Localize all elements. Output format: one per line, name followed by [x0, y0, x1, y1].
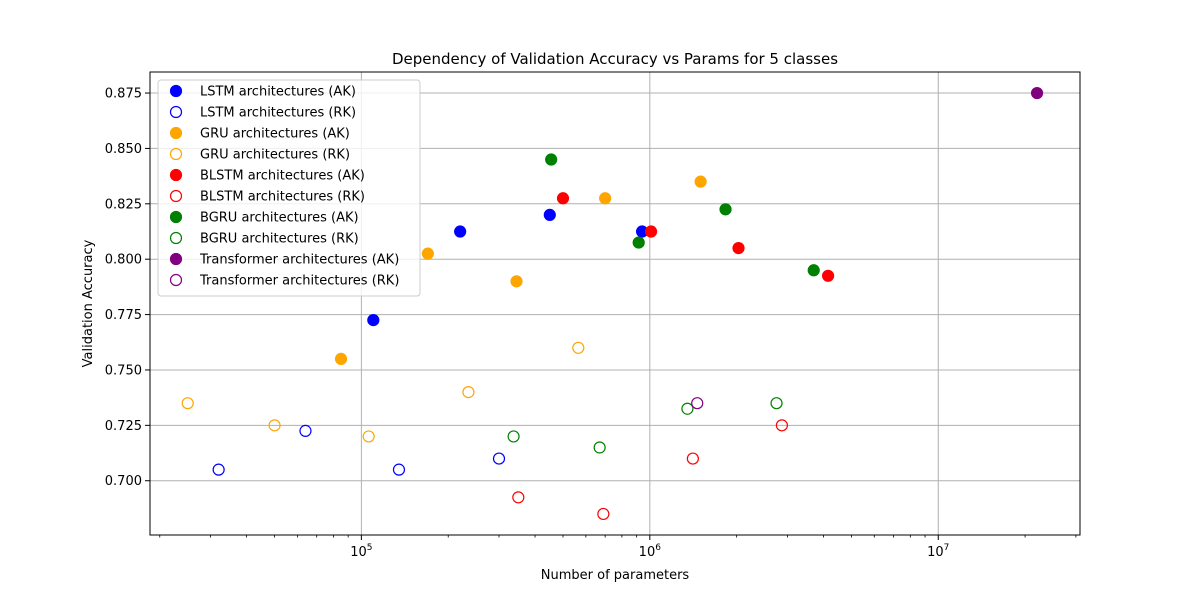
- legend-marker: [169, 126, 183, 140]
- legend-frame: [157, 79, 421, 297]
- legend-marker: [169, 168, 183, 182]
- point-gru-architectures-rk: [462, 386, 475, 399]
- data-points: [181, 86, 1044, 521]
- point-blstm-architectures-rk: [775, 419, 788, 432]
- point-transformer-architectures-rk: [691, 397, 704, 410]
- legend-marker: [169, 273, 183, 287]
- axis-ticks: 0.700 0.725 0.750 0.775 0.800 0.825 0.850 0.875…: [105, 87, 1077, 560]
- chart-title: Dependency of Validation Accuracy vs Par…: [392, 50, 838, 68]
- point-gru-architectures-rk: [181, 397, 194, 410]
- point-gru-architectures-ak: [510, 275, 523, 288]
- legend-label: Transformer architectures (RK): [199, 274, 399, 289]
- point-bgru-architectures-rk: [593, 441, 606, 454]
- point-blstm-architectures-rk: [597, 507, 610, 521]
- point-transformer-architectures-ak: [1030, 86, 1044, 100]
- point-bgru-architectures-rk: [681, 402, 694, 415]
- point-gru-architectures-rk: [572, 341, 585, 354]
- point-gru-architectures-rk: [362, 430, 375, 443]
- point-gru-architectures-ak: [599, 192, 612, 205]
- point-lstm-architectures-ak: [367, 314, 380, 327]
- point-lstm-architectures-rk: [299, 424, 312, 437]
- legend-marker: [169, 105, 183, 119]
- y-tick-label: 0.725: [105, 419, 142, 434]
- plot-frame: [149, 71, 1081, 536]
- legend: LSTM architectures (AK) LSTM architecture…: [157, 79, 421, 297]
- point-bgru-architectures-ak: [719, 203, 732, 216]
- legend-marker: [169, 84, 183, 98]
- legend-label: LSTM architectures (RK): [200, 106, 356, 121]
- legend-marker: [169, 189, 183, 203]
- legend-marker: [169, 252, 183, 266]
- y-tick-label: 0.875: [105, 87, 142, 102]
- point-blstm-architectures-rk: [512, 491, 525, 504]
- point-lstm-architectures-ak: [543, 208, 556, 221]
- x-tick-label: 106: [639, 543, 662, 560]
- legend-label: BLSTM architectures (AK): [200, 169, 365, 184]
- point-blstm-architectures-ak: [821, 269, 835, 282]
- legend-marker: [169, 147, 183, 161]
- y-axis-label: Validation Accuracy: [81, 239, 96, 367]
- point-blstm-architectures-ak: [556, 192, 570, 205]
- y-tick-label: 0.825: [105, 197, 142, 212]
- point-lstm-architectures-ak: [454, 225, 467, 238]
- legend-label: GRU architectures (RK): [200, 148, 350, 163]
- x-tick-label: 105: [350, 543, 372, 560]
- legend-marker: [169, 231, 183, 245]
- legend-marker: [169, 210, 183, 224]
- point-bgru-architectures-ak: [545, 153, 558, 166]
- point-bgru-architectures-rk: [770, 397, 783, 410]
- y-tick-label: 0.750: [105, 363, 142, 378]
- point-gru-architectures-ak: [334, 352, 348, 365]
- point-gru-architectures-ak: [694, 175, 707, 188]
- y-tick-label: 0.850: [105, 142, 142, 157]
- point-lstm-architectures-rk: [212, 463, 225, 476]
- legend-label: Transformer architectures (AK): [199, 253, 399, 268]
- point-gru-architectures-ak: [421, 247, 434, 260]
- x-axis-label: Number of parameters: [541, 568, 690, 583]
- point-lstm-architectures-rk: [392, 463, 406, 476]
- point-blstm-architectures-ak: [732, 242, 745, 255]
- y-tick-label: 0.700: [105, 474, 142, 489]
- point-blstm-architectures-rk: [686, 452, 699, 465]
- y-tick-label: 0.775: [105, 308, 142, 323]
- legend-label: BGRU architectures (RK): [200, 232, 359, 247]
- legend-label: LSTM architectures (AK): [200, 85, 356, 100]
- legend-label: GRU architectures (AK): [200, 127, 350, 142]
- point-blstm-architectures-ak: [644, 225, 658, 238]
- point-lstm-architectures-rk: [492, 452, 506, 465]
- legend-label: BGRU architectures (AK): [200, 211, 359, 226]
- x-tick-label: 107: [927, 543, 949, 560]
- point-gru-architectures-rk: [268, 419, 281, 432]
- point-bgru-architectures-ak: [632, 236, 645, 249]
- point-bgru-architectures-rk: [507, 430, 520, 443]
- legend-label: BLSTM architectures (RK): [200, 190, 365, 205]
- y-tick-label: 0.800: [105, 253, 142, 268]
- point-bgru-architectures-ak: [807, 264, 820, 277]
